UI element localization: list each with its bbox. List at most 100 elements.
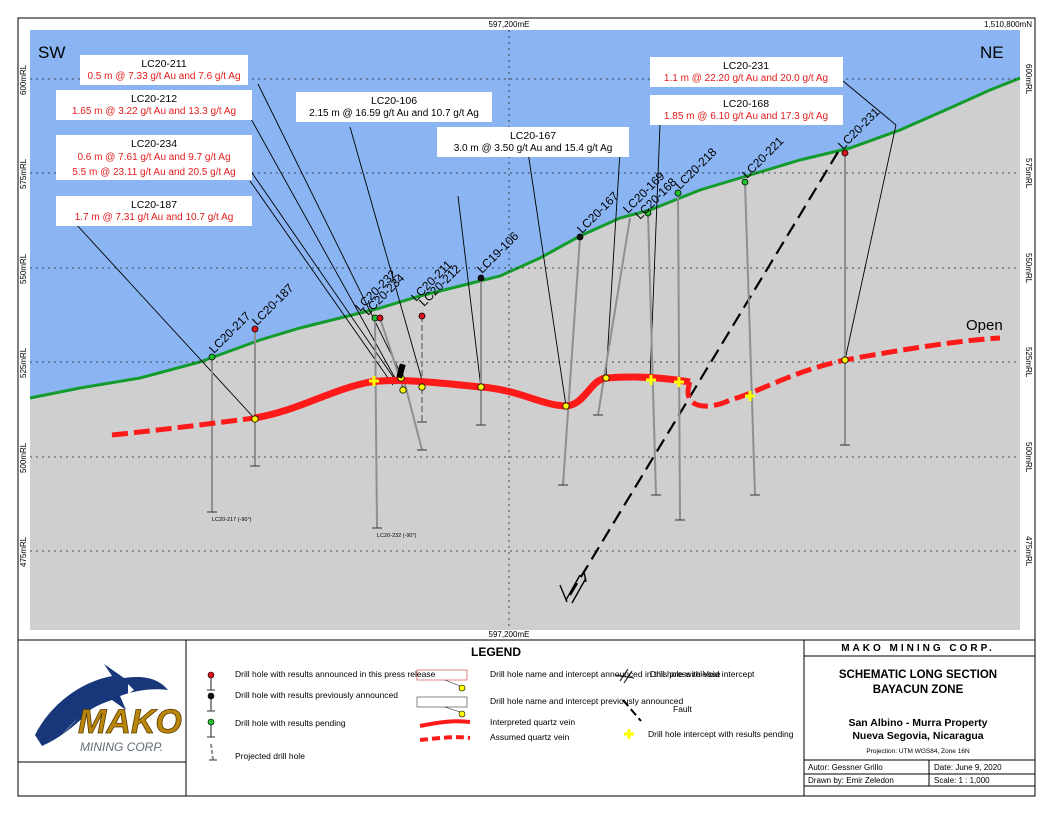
collar-previous — [576, 233, 584, 241]
rl-label: 575mRL — [1024, 158, 1033, 189]
intercept-dot — [562, 402, 570, 410]
fault-line — [569, 151, 839, 596]
legend-symbols — [207, 668, 642, 761]
collar-announced — [418, 312, 426, 320]
callout-title: LC20-187 — [131, 199, 177, 211]
legend-label: Drill hole intercept with results pendin… — [648, 729, 794, 739]
legend-label: Drill hole with results previously annou… — [235, 690, 398, 700]
open-label: Open — [966, 317, 1003, 334]
property-line-2: Nueva Segovia, Nicaragua — [852, 730, 983, 742]
rl-label: 550mRL — [19, 253, 28, 284]
author: Autor: Gessner Grillo — [808, 763, 883, 772]
intercept-dot — [841, 356, 849, 364]
collar-pending — [674, 189, 682, 197]
intercept-dot — [399, 386, 407, 394]
collar-announced — [376, 314, 384, 322]
rl-labels-left: 600mRL 575mRL 550mRL 525mRL 500mRL 475mR… — [19, 64, 28, 567]
legend-label: Drill hole with Void intercept — [650, 669, 755, 679]
callout-boxes: LC20-211 0.5 m @ 7.33 g/t Au and 7.6 g/t… — [56, 55, 843, 226]
collar-announced — [251, 325, 259, 333]
collar-pending — [644, 209, 652, 217]
logo-sub: MINING CORP. — [80, 740, 163, 754]
section-title-2: BAYACUN ZONE — [873, 684, 964, 696]
callout-lc20-212: LC20-212 1.65 m @ 3.22 g/t Au and 13.3 g… — [56, 90, 252, 120]
pending-cross-icon — [674, 377, 684, 387]
intercept-dot — [602, 374, 610, 382]
callout-title: LC20-168 — [723, 98, 769, 110]
projection: Projection: UTM WGS84, Zone 16N — [866, 748, 970, 755]
hole-end-label: LC20-217 (-90°) — [212, 517, 252, 523]
callout-lc20-187: LC20-187 1.7 m @ 7.31 g/t Au and 10.7 g/… — [56, 196, 252, 226]
easting-bottom-label: 597,200mE — [489, 630, 530, 639]
rl-label: 550mRL — [1024, 253, 1033, 284]
collars — [208, 149, 849, 361]
northing-top-label: 1,510,800mN — [984, 20, 1032, 29]
callout-lc20-234: LC20-234 0.6 m @ 7.61 g/t Au and 9.7 g/t… — [56, 135, 252, 180]
ground-area — [30, 78, 1020, 630]
legend-label: Drill hole name and intercept previously… — [490, 696, 684, 706]
callout-line: 3.0 m @ 3.50 g/t Au and 15.4 g/t Ag — [454, 143, 613, 154]
rl-label: 475mRL — [19, 536, 28, 567]
collar-previous — [477, 274, 485, 282]
direction-ne: NE — [980, 43, 1004, 62]
legend-label: Assumed quartz vein — [490, 732, 570, 742]
legend-label: Drill hole name and intercept announced … — [490, 669, 721, 679]
rl-label: 500mRL — [1024, 442, 1033, 473]
callout-line: 2.15 m @ 16.59 g/t Au and 10.7 g/t Ag — [309, 108, 479, 119]
pending-cross-icon — [646, 375, 656, 385]
legend-title: LEGEND — [471, 645, 521, 659]
collar-pending — [208, 353, 216, 361]
callout-title: LC20-212 — [131, 93, 177, 105]
topography-line — [29, 76, 1021, 400]
rl-label: 525mRL — [19, 347, 28, 378]
direction-sw: SW — [38, 43, 65, 62]
callout-line: 1.1 m @ 22.20 g/t Au and 20.0 g/t Ag — [664, 73, 828, 84]
callout-line: 5.5 m @ 23.11 g/t Au and 20.5 g/t Ag — [72, 167, 235, 178]
hole-end-ticks — [207, 414, 850, 529]
intercept-dot — [418, 383, 426, 391]
legend-label: Drill hole with results pending — [235, 718, 346, 728]
callout-lc20-167: LC20-167 3.0 m @ 3.50 g/t Au and 15.4 g/… — [437, 127, 629, 157]
fault-arrow-icon — [559, 571, 587, 604]
logo-word: MAKO — [78, 703, 182, 741]
collar-announced — [841, 149, 849, 157]
rl-label: 575mRL — [19, 158, 28, 189]
shark-icon — [35, 664, 168, 746]
callout-lc20-106: LC20-106 2.15 m @ 16.59 g/t Au and 10.7 … — [296, 92, 492, 122]
callout-lc20-231: LC20-231 1.1 m @ 22.20 g/t Au and 20.0 g… — [650, 57, 843, 87]
callout-title: LC20-106 — [371, 95, 417, 107]
rl-labels-right: 600mRL 575mRL 550mRL 525mRL 500mRL 475mR… — [1024, 64, 1033, 567]
rl-label: 600mRL — [19, 64, 28, 95]
scale: Scale: 1 : 1,000 — [934, 776, 990, 785]
rl-label: 500mRL — [19, 442, 28, 473]
drawn-by: Drawn by: Emir Zeledon — [808, 776, 894, 785]
callout-line: 0.5 m @ 7.33 g/t Au and 7.6 g/t Ag — [87, 71, 240, 82]
rl-label: 600mRL — [1024, 64, 1033, 95]
callout-title: LC20-231 — [723, 60, 769, 72]
legend-label: Interpreted quartz vein — [490, 717, 575, 727]
callout-line: 0.6 m @ 7.61 g/t Au and 9.7 g/t Ag — [77, 152, 230, 163]
callout-title: LC20-211 — [141, 58, 186, 70]
hole-end-label: LC20-232 (-90°) — [377, 533, 417, 539]
legend-label: Projected drill hole — [235, 751, 305, 761]
company-name: MAKO MINING CORP. — [841, 643, 995, 654]
date: Date: June 9, 2020 — [934, 763, 1002, 772]
legend-label: Drill hole with results announced in thi… — [235, 669, 436, 679]
assumed-vein-right — [685, 335, 1001, 409]
callout-title: LC20-167 — [510, 130, 556, 142]
assumed-vein-left — [111, 415, 256, 438]
collar-pending — [741, 178, 749, 186]
callout-lc20-211: LC20-211 0.5 m @ 7.33 g/t Au and 7.6 g/t… — [80, 55, 248, 85]
interpreted-vein — [254, 373, 691, 422]
rl-label: 525mRL — [1024, 347, 1033, 378]
pending-cross-icon — [369, 376, 379, 386]
property-line-1: San Albino - Murra Property — [848, 717, 987, 729]
intercept-dot — [477, 383, 485, 391]
callout-lc20-168: LC20-168 1.85 m @ 6.10 g/t Au and 17.3 g… — [650, 95, 843, 125]
mako-logo — [35, 664, 168, 746]
callout-title: LC20-234 — [131, 138, 177, 150]
legend-label: Fault — [673, 704, 693, 714]
pending-cross-icon — [745, 391, 755, 401]
callout-line: 1.65 m @ 3.22 g/t Au and 13.3 g/t Ag — [72, 106, 236, 117]
